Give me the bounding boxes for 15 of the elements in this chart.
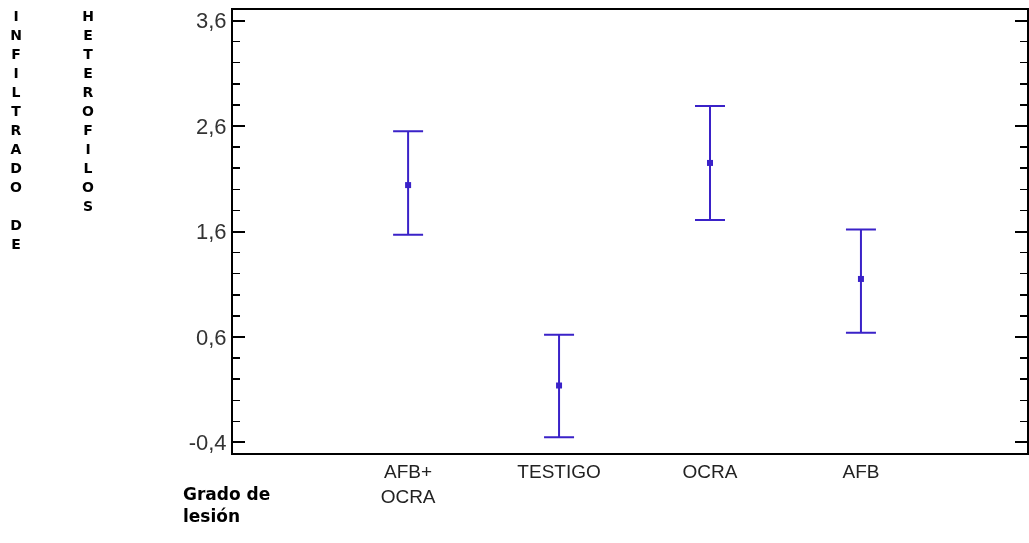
x-axis-title: Grado de lesión	[183, 484, 271, 527]
x-tick-label: AFB	[842, 460, 880, 482]
point	[556, 382, 563, 389]
point	[405, 182, 412, 189]
y-tick-label: 3,6	[196, 8, 227, 34]
point	[707, 159, 713, 166]
point	[857, 275, 864, 282]
x-tick-label: AFB+ OCRA	[380, 460, 436, 507]
y-tick-label: 1,6	[196, 219, 227, 245]
y-tick-label: 0,6	[196, 324, 227, 350]
x-tick-label: OCRA	[682, 460, 738, 482]
text: INFILTRADO DE HETEROFILOS	[8, 8, 96, 255]
x-tick-label: TESTIGO	[517, 460, 601, 482]
y-tick-label: -0,4	[188, 430, 227, 456]
y-tick-label: 2,6	[196, 113, 227, 139]
